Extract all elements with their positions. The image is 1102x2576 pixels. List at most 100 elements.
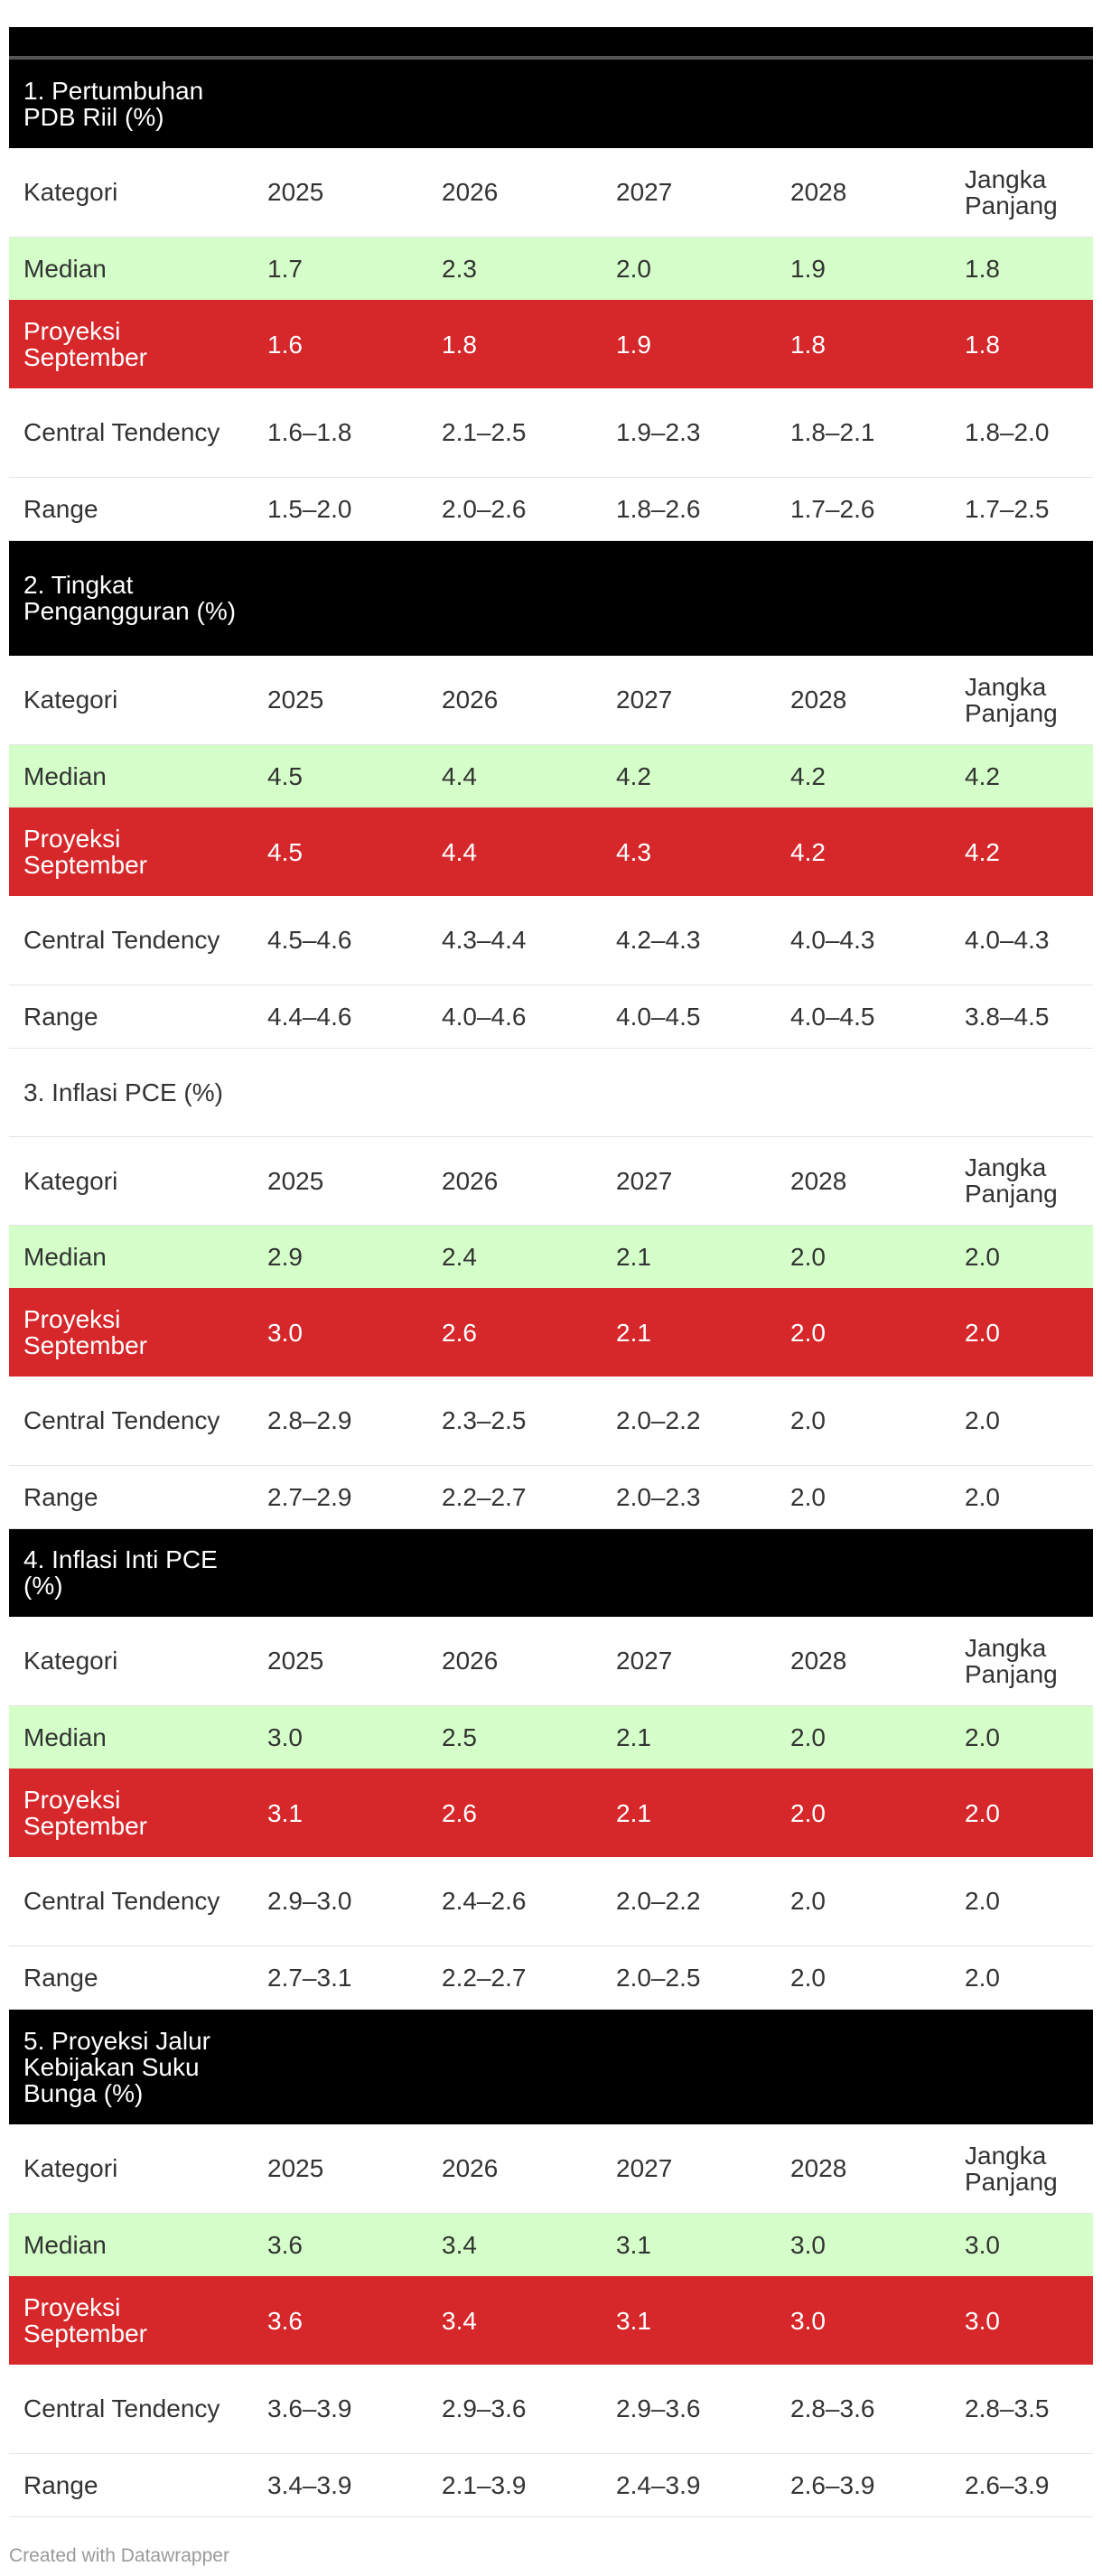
column-header-category: Kategori [9,656,253,745]
table-cell: 3.0 [950,2213,1093,2276]
table-cell: 3.4 [427,2276,602,2365]
section-title-filler [602,2009,776,2124]
table-cell: 4.5–4.6 [253,896,427,985]
table-cell: 4.2 [950,744,1093,807]
table-cell: 3.0 [950,2276,1093,2365]
table-cell: 2.4–3.9 [602,2453,776,2517]
table-cell: 2.0–2.3 [602,1465,776,1529]
table-cell: 4.3–4.4 [427,896,602,985]
central-tendency-row: Central Tendency 4.5–4.6 4.3–4.4 4.2–4.3 4.0… [9,896,1093,985]
central-tendency-row: Central Tendency 2.9–3.0 2.4–2.6 2.0–2.2 2.0… [9,1857,1093,1946]
table-cell: 4.3 [602,807,776,896]
row-label: Proyeksi September [9,1769,253,1857]
column-header-row: Kategori 2025 2026 2027 2028 Jangka Panjang [9,2124,1093,2214]
column-header-category: Kategori [9,1617,253,1706]
table-cell: 3.0 [776,2213,950,2276]
table-cell: 1.9 [776,237,950,300]
table-cell: 2.0 [776,1946,950,2010]
table-cell: 2.8–3.6 [776,2365,950,2454]
range-row: Range 3.4–3.9 2.1–3.9 2.4–3.9 2.6–3.9 2.6–3.9 [9,2453,1093,2517]
table-cell: 2.0–2.2 [602,1377,776,1466]
column-header: Jangka Panjang [950,148,1093,238]
table-cell: 1.8 [427,300,602,388]
table-cell: 2.0–2.5 [602,1946,776,2010]
median-row: Median 2.9 2.4 2.1 2.0 2.0 [9,1225,1093,1288]
section-title-filler [427,2009,602,2124]
column-header: 2027 [602,1617,776,1706]
table-cell: 2.5 [427,1705,602,1769]
table-cell: 4.0–4.3 [776,896,950,985]
central-tendency-row: Central Tendency 1.6–1.8 2.1–2.5 1.9–2.3 1.8… [9,388,1093,478]
table-cell: 4.4 [427,807,602,896]
row-label: Proyeksi September [9,807,253,896]
projection-table-container: 1. Pertumbuhan PDB Riil (%) Kategori 2025 2… [9,27,1093,2517]
table-cell: 2.4–2.6 [427,1857,602,1946]
column-header: 2025 [253,656,427,745]
median-row: Median 4.5 4.4 4.2 4.2 4.2 [9,744,1093,807]
table-cell: 4.5 [253,807,427,896]
row-label: Median [9,744,253,807]
column-header: 2027 [602,148,776,238]
table-cell: 2.0 [776,1769,950,1857]
section-title-filler [950,1528,1093,1617]
table-cell: 2.0 [950,1288,1093,1377]
table-cell: 3.4–3.9 [253,2453,427,2517]
column-header: 2026 [427,1136,602,1226]
table-cell: 1.7–2.5 [950,477,1093,541]
section-title: 4. Inflasi Inti PCE (%) [9,1528,253,1617]
column-header: 2025 [253,1136,427,1226]
section-title-filler [950,1048,1093,1137]
column-header: 2027 [602,1136,776,1226]
row-label: Range [9,985,253,1049]
column-header: 2028 [776,1617,950,1706]
table-cell: 2.0 [776,1288,950,1377]
row-label: Range [9,2453,253,2517]
central-tendency-row: Central Tendency 2.8–2.9 2.3–2.5 2.0–2.2 2.0… [9,1377,1093,1466]
median-row: Median 3.0 2.5 2.1 2.0 2.0 [9,1705,1093,1769]
table-cell: 2.1 [602,1288,776,1377]
table-cell: 3.6 [253,2213,427,2276]
range-row: Range 2.7–2.9 2.2–2.7 2.0–2.3 2.0 2.0 [9,1465,1093,1529]
column-header: 2026 [427,1617,602,1706]
section-title-filler [776,60,950,148]
section-title-filler [253,60,427,148]
table-cell: 2.3 [427,237,602,300]
table-cell: 1.8 [776,300,950,388]
section-title-filler [427,60,602,148]
datawrapper-credit: Created with Datawrapper [9,2545,229,2566]
table-cell: 2.4 [427,1225,602,1288]
table-cell: 3.0 [776,2276,950,2365]
column-header: 2028 [776,2124,950,2214]
table-cell: 3.6–3.9 [253,2365,427,2454]
column-header-row: Kategori 2025 2026 2027 2028 Jangka Panjang [9,148,1093,238]
section-title: 5. Proyeksi Jalur Kebijakan Suku Bunga (… [9,2009,253,2124]
row-label: Central Tendency [9,2365,253,2454]
column-header-category: Kategori [9,2124,253,2214]
table-cell: 4.2 [776,744,950,807]
row-label: Proyeksi September [9,1288,253,1377]
section-title-row: 3. Inflasi PCE (%) [9,1048,1093,1137]
table-cell: 4.0–4.5 [776,985,950,1049]
table-cell: 2.0–2.2 [602,1857,776,1946]
table-cell: 4.0–4.6 [427,985,602,1049]
section-title-filler [602,1528,776,1617]
table-cell: 2.6–3.9 [950,2453,1093,2517]
column-header: 2025 [253,2124,427,2214]
table-cell: 3.0 [253,1705,427,1769]
column-header: Jangka Panjang [950,656,1093,745]
section-title-row: 2. Tingkat Pengangguran (%) [9,540,1093,656]
table-cell: 4.2 [776,807,950,896]
range-row: Range 2.7–3.1 2.2–2.7 2.0–2.5 2.0 2.0 [9,1946,1093,2010]
column-header-row: Kategori 2025 2026 2027 2028 Jangka Panjang [9,1617,1093,1706]
column-header: 2026 [427,656,602,745]
range-row: Range 4.4–4.6 4.0–4.6 4.0–4.5 4.0–4.5 3.8–4.5 [9,985,1093,1049]
september-projection-row: Proyeksi September 3.0 2.6 2.1 2.0 2.0 [9,1288,1093,1377]
section-title-filler [776,1528,950,1617]
row-label: Central Tendency [9,1857,253,1946]
projection-table: 1. Pertumbuhan PDB Riil (%) Kategori 2025 2… [9,60,1093,2517]
table-cell: 2.1 [602,1769,776,1857]
column-header: 2026 [427,2124,602,2214]
table-cell: 2.1 [602,1705,776,1769]
table-cell: 4.4–4.6 [253,985,427,1049]
table-cell: 2.2–2.7 [427,1465,602,1529]
